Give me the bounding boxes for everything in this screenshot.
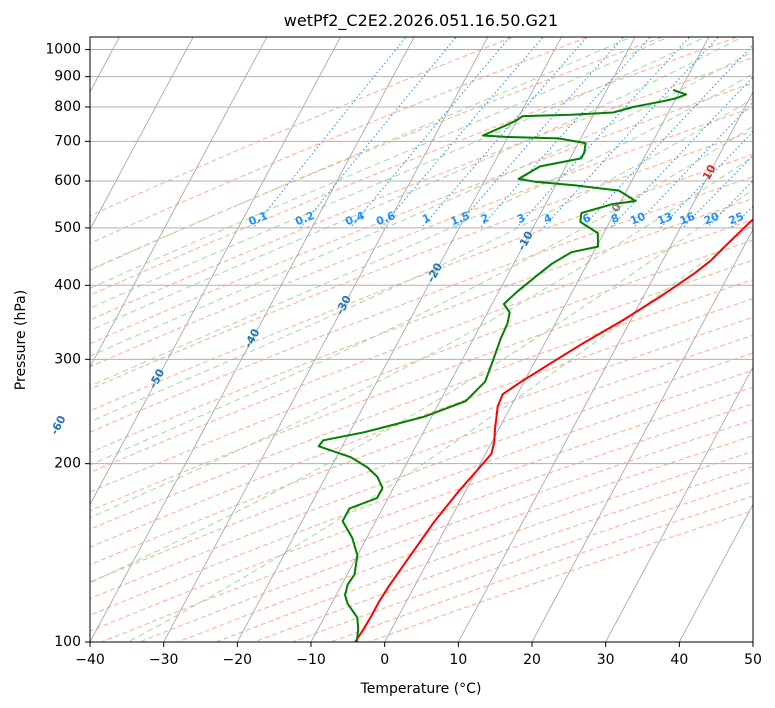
y-tick-label: 100 <box>54 634 81 650</box>
dry-adiabat <box>90 176 753 433</box>
mixing-ratio-line <box>542 37 719 229</box>
x-axis-ticks: −40 −30 −20 −10 0 10 20 30 40 50 <box>75 642 762 668</box>
y-tick-label: 500 <box>54 220 81 236</box>
isotherm-line <box>531 228 753 642</box>
isotherm-line <box>457 91 753 642</box>
x-tick-label: −20 <box>223 652 253 668</box>
data-lines <box>317 88 753 642</box>
plot-frame <box>89 36 754 643</box>
mixing-ratio-line <box>421 37 588 229</box>
isotherm-line <box>310 37 636 642</box>
mixing-ratio-label: 3 <box>515 211 527 226</box>
isotherm-line <box>90 37 268 368</box>
isotherm-line <box>90 37 341 506</box>
dry-adiabat <box>90 197 753 454</box>
mixing-ratio-line <box>660 131 753 229</box>
y-tick-label: 900 <box>54 69 81 85</box>
y-tick-label: 1000 <box>45 42 81 58</box>
mixing-ratio-line <box>516 37 691 229</box>
mixing-ratio-label: 8 <box>609 211 621 226</box>
chart-title: wetPf2_C2E2.2026.051.16.50.G21 <box>284 11 558 31</box>
mixing-ratio-label: 13 <box>656 210 675 228</box>
x-tick-label: 20 <box>523 652 541 668</box>
mixing-ratio-line <box>479 37 651 229</box>
mixing-ratio-line <box>253 37 407 229</box>
moist-adiabat <box>90 156 753 519</box>
y-tick-label: 800 <box>54 99 81 115</box>
dry-adiabat <box>90 218 753 474</box>
mixing-ratio-label: 20 <box>702 210 721 228</box>
mixing-ratio-label: 2 <box>479 211 491 226</box>
y-tick-label: 600 <box>54 173 81 189</box>
x-tick-label: 0 <box>380 652 389 668</box>
mixing-ratio-label: 10 <box>628 210 647 228</box>
mixing-ratio-label: 1 <box>420 211 432 226</box>
isotherm-line <box>605 366 753 642</box>
moist-adiabat <box>90 125 753 466</box>
y-tick-label: 200 <box>54 456 81 472</box>
x-tick-label: −30 <box>149 652 179 668</box>
x-tick-label: 50 <box>744 652 762 668</box>
dry-adiabat <box>90 82 753 345</box>
mixing-ratio-line <box>610 76 753 229</box>
mixing-ratio-line <box>380 37 544 229</box>
mixing-ratio-label: 16 <box>678 210 697 228</box>
x-tick-label: 10 <box>449 652 467 668</box>
x-tick-label: 30 <box>597 652 615 668</box>
y-tick-label: 400 <box>54 277 81 293</box>
isotherm-line <box>163 37 489 642</box>
mixing-ratio-line <box>581 44 753 229</box>
y-axis-title: Pressure (hPa) <box>13 290 29 390</box>
mixing-ratio-label: 25 <box>727 210 746 228</box>
x-tick-label: 40 <box>670 652 688 668</box>
moist-adiabat <box>90 97 753 423</box>
reference-line-labels: -100-90-80-70-60-50-40-30-20-10010203040… <box>48 162 746 437</box>
isotherm-line <box>236 37 562 642</box>
pressure-gridlines <box>90 49 753 642</box>
y-tick-label: 300 <box>54 351 81 367</box>
y-tick-label: 700 <box>54 133 81 149</box>
x-tick-label: −10 <box>296 652 326 668</box>
isotherm-line <box>384 37 710 642</box>
dry-adiabat <box>90 153 753 412</box>
y-axis-ticks: 100 200 300 400 500 600 700 800 900 1000 <box>45 42 90 650</box>
temperature-profile-line <box>354 218 753 642</box>
mixing-ratio-line <box>299 37 457 229</box>
moist-adiabat <box>90 189 753 584</box>
x-tick-label: −40 <box>75 652 105 668</box>
x-axis-title: Temperature (°C) <box>360 681 482 697</box>
dry-adiabat <box>90 106 753 368</box>
dewpoint-profile-line <box>317 88 688 642</box>
dry-adiabat <box>90 130 753 390</box>
isotherm-line <box>90 37 415 642</box>
isotherm-line <box>678 503 753 642</box>
moist-adiabat <box>90 50 753 357</box>
isotherm-line <box>90 37 194 231</box>
moist-adiabat <box>90 37 707 309</box>
